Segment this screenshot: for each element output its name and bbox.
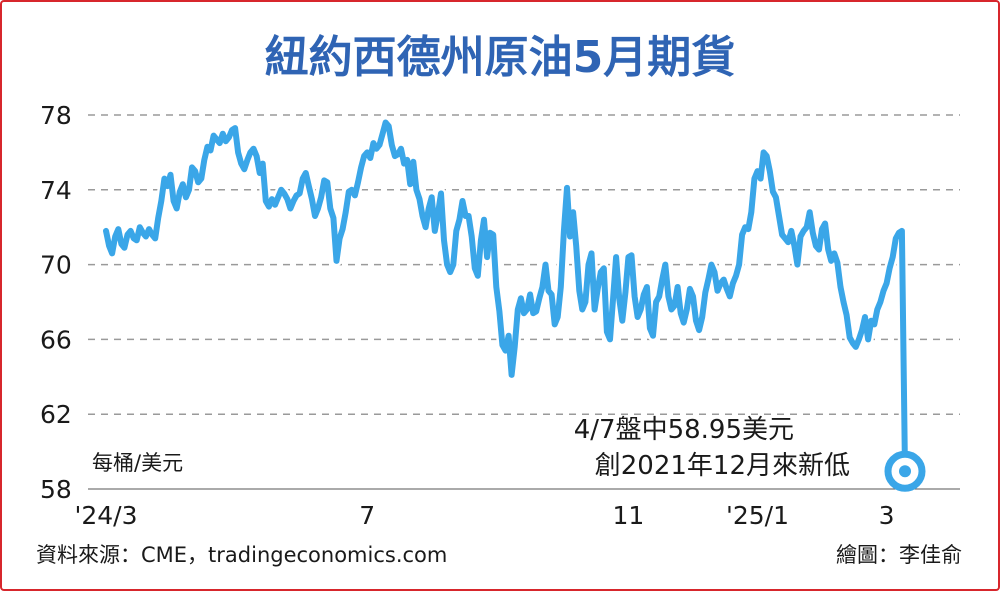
y-tick-label: 74 [40, 176, 72, 205]
series-line [103, 119, 908, 475]
y-tick-label: 66 [40, 325, 72, 354]
series-layer [100, 117, 926, 492]
annotation: 4/7盤中58.95美元 創2021年12月來新低 [574, 415, 850, 481]
y-axis-unit-label: 每桶/美元 [92, 451, 183, 475]
last-point-dot [899, 465, 911, 478]
x-tick-label: 7 [359, 501, 375, 530]
source-note: 資料來源：CME，tradingeconomics.com [36, 543, 447, 567]
annotation-line-1: 4/7盤中58.95美元 [574, 415, 794, 445]
annotation-line-2: 創2021年12月來新低 [595, 451, 850, 481]
grid-layer [88, 114, 960, 415]
x-tick-label: '24/3 [74, 501, 137, 530]
x-axis-ticks: '24/3 7 11 '25/1 3 [74, 501, 894, 530]
x-tick-label: 11 [613, 501, 645, 530]
credit-note: 繪圖：李佳俞 [836, 543, 962, 567]
chart-title: 紐約西德州原油5月期貨 [265, 32, 736, 83]
y-tick-label: 78 [40, 101, 72, 130]
y-axis-ticks: 78 74 70 66 62 58 [40, 101, 72, 504]
y-tick-label: 62 [40, 400, 72, 429]
y-tick-label: 70 [40, 251, 72, 280]
x-tick-label: 3 [879, 501, 895, 530]
y-tick-label: 58 [40, 475, 72, 504]
x-tick-label: '25/1 [726, 501, 789, 530]
